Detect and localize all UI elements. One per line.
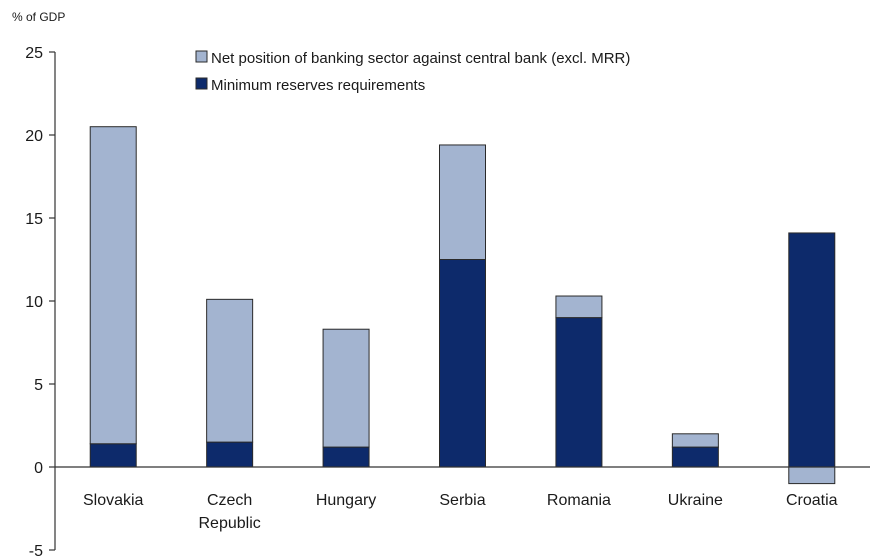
bar-net-position: [322, 328, 370, 448]
y-axis-unit-label: % of GDP: [12, 10, 65, 24]
bar-minimum-reserves: [788, 232, 836, 468]
bar-minimum-reserves: [555, 317, 603, 468]
category-label: Czech Republic: [199, 492, 261, 532]
y-axis: -5 0 5 10 15 20 25: [25, 45, 870, 557]
category-label: Croatia: [786, 492, 838, 509]
y-tick-label: 0: [34, 460, 43, 477]
y-tick-label: 25: [25, 45, 43, 62]
x-axis: Slovakia Czech Republic Hungary Serbia Romani…: [83, 492, 838, 532]
bar-minimum-reserves: [439, 259, 486, 468]
bar-net-position: [439, 144, 486, 261]
legend-label: Net position of banking sector against c…: [211, 50, 630, 67]
bar-net-position: [206, 298, 254, 443]
legend: Net position of banking sector against c…: [195, 50, 630, 94]
legend-swatch: [195, 77, 208, 90]
bar-net-position: [671, 433, 719, 448]
bar-minimum-reserves: [206, 441, 254, 468]
bar-minimum-reserves: [671, 446, 719, 468]
y-tick-label: 15: [25, 211, 43, 228]
bar-net-position: [555, 295, 603, 319]
y-tick-label: -5: [29, 543, 43, 557]
bar-minimum-reserves: [89, 443, 137, 468]
category-label: Serbia: [439, 492, 485, 509]
legend-swatch: [195, 50, 208, 63]
bar-net-position: [788, 466, 836, 485]
category-label: Slovakia: [83, 492, 144, 509]
bar-net-position: [89, 126, 137, 445]
category-label: Ukraine: [668, 492, 723, 509]
y-tick-label: 5: [34, 377, 43, 394]
legend-label: Minimum reserves requirements: [211, 77, 425, 94]
y-tick-label: 20: [25, 128, 43, 145]
bar-minimum-reserves: [322, 446, 370, 468]
bars: [89, 126, 836, 485]
y-tick-label: 10: [25, 294, 43, 311]
category-label: Romania: [547, 492, 611, 509]
category-label: Hungary: [316, 492, 376, 509]
